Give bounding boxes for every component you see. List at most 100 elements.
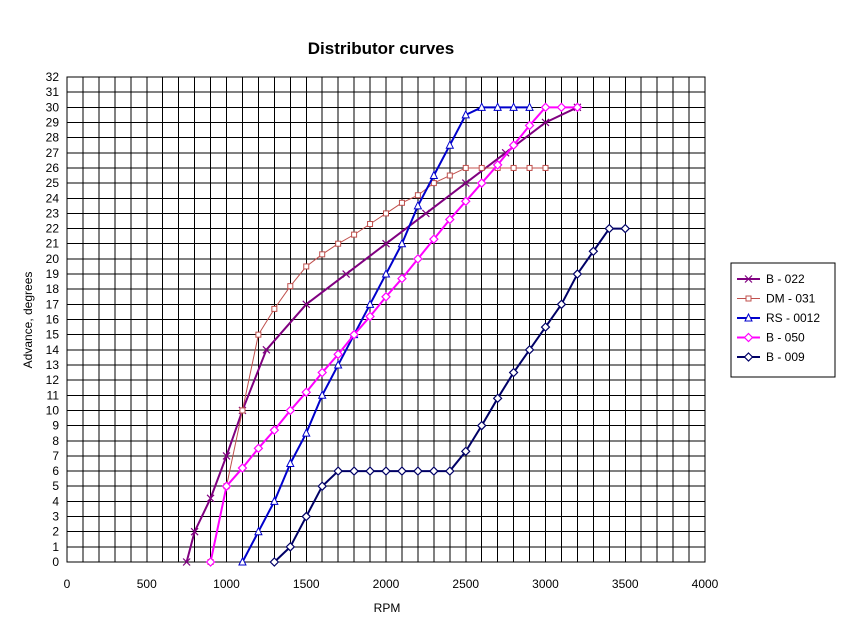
y-tick-label: 8 (52, 434, 59, 448)
data-point (414, 192, 421, 199)
data-point (525, 102, 534, 111)
x-tick-label: 0 (64, 577, 71, 591)
data-point (476, 420, 487, 431)
data-point (620, 223, 631, 234)
data-point (302, 300, 311, 309)
x-tick-label: 4000 (692, 577, 719, 591)
data-point (253, 443, 264, 454)
data-point (349, 466, 359, 476)
y-tick-label: 13 (46, 358, 60, 372)
y-tick-label: 19 (46, 267, 60, 281)
data-point (206, 494, 215, 503)
y-tick-label: 16 (46, 313, 60, 327)
data-point (460, 196, 471, 207)
data-point (238, 556, 247, 566)
marker-stroke (182, 558, 191, 566)
data-point (333, 359, 343, 369)
data-point (492, 160, 503, 170)
data-point (285, 405, 296, 416)
data-point (526, 164, 533, 171)
data-point (319, 251, 326, 258)
data-point (508, 367, 519, 378)
data-point (744, 275, 753, 283)
data-point (182, 558, 191, 566)
data-point (335, 240, 342, 247)
marker-stroke (222, 451, 231, 460)
data-point (349, 329, 359, 340)
data-point (430, 180, 437, 187)
data-point (333, 349, 343, 360)
data-point (524, 344, 535, 355)
data-point (745, 295, 752, 302)
data-point (540, 322, 551, 332)
data-point (604, 223, 615, 234)
data-point (510, 164, 517, 171)
data-point (509, 102, 518, 111)
data-point (383, 210, 389, 217)
data-point (269, 425, 280, 435)
legend-item: DM - 031 (737, 292, 816, 306)
legend-label: B - 009 (766, 350, 805, 364)
data-point (492, 393, 503, 404)
legend-item: B - 050 (737, 331, 805, 345)
x-tick-label: 3000 (532, 577, 559, 591)
data-point (382, 239, 390, 248)
data-point (476, 178, 487, 188)
x-tick-label: 2000 (373, 577, 400, 591)
data-point (301, 387, 312, 398)
y-tick-label: 32 (46, 70, 60, 84)
data-point (270, 496, 279, 505)
y-tick-label: 11 (47, 388, 60, 402)
data-point (446, 172, 453, 179)
x-tick-label: 500 (137, 577, 157, 591)
data-point (301, 428, 311, 437)
tick-labels: 0 500 1000 1500 2000 2500 3000 3500 400001234567… (46, 70, 719, 591)
data-point (365, 466, 375, 476)
x-axis-label: RPM (374, 601, 401, 615)
data-point (524, 120, 535, 131)
legend-label: B - 050 (766, 331, 805, 345)
series-b-050 (205, 102, 583, 567)
data-point (397, 273, 407, 284)
marker-stroke (262, 345, 271, 354)
data-point (237, 463, 248, 473)
legend-item: B - 022 (737, 272, 805, 286)
y-tick-label: 29 (46, 115, 60, 129)
marker-stroke (501, 148, 510, 157)
data-point (398, 199, 405, 206)
marker-stroke (461, 179, 470, 188)
marker-stroke (744, 275, 753, 283)
y-axis-label: Advance, degrees (21, 272, 35, 369)
data-point (301, 511, 312, 522)
marker-stroke (382, 239, 390, 248)
y-tick-label: 4 (52, 494, 59, 508)
data-point (572, 269, 583, 279)
grid (66, 76, 706, 563)
y-tick-label: 23 (46, 206, 60, 220)
y-tick-label: 2 (52, 525, 59, 539)
y-tick-label: 18 (46, 282, 60, 296)
y-tick-label: 3 (52, 510, 59, 524)
series-group (182, 102, 631, 567)
data-point (205, 557, 216, 567)
legend-item: B - 009 (737, 350, 805, 364)
marker-stroke (302, 300, 311, 309)
y-tick-label: 30 (46, 100, 60, 114)
data-point (413, 200, 423, 210)
data-point (255, 331, 262, 338)
y-tick-label: 28 (46, 131, 60, 145)
data-point (254, 526, 263, 536)
marker-stroke (190, 527, 199, 536)
y-tick-label: 22 (46, 222, 60, 236)
data-point (271, 305, 278, 312)
data-point (461, 109, 471, 119)
data-point (429, 234, 439, 245)
data-point (445, 140, 455, 149)
y-tick-label: 21 (46, 237, 60, 251)
data-point (285, 458, 295, 467)
data-point (397, 466, 407, 476)
data-point (397, 238, 407, 248)
data-point (429, 170, 439, 180)
